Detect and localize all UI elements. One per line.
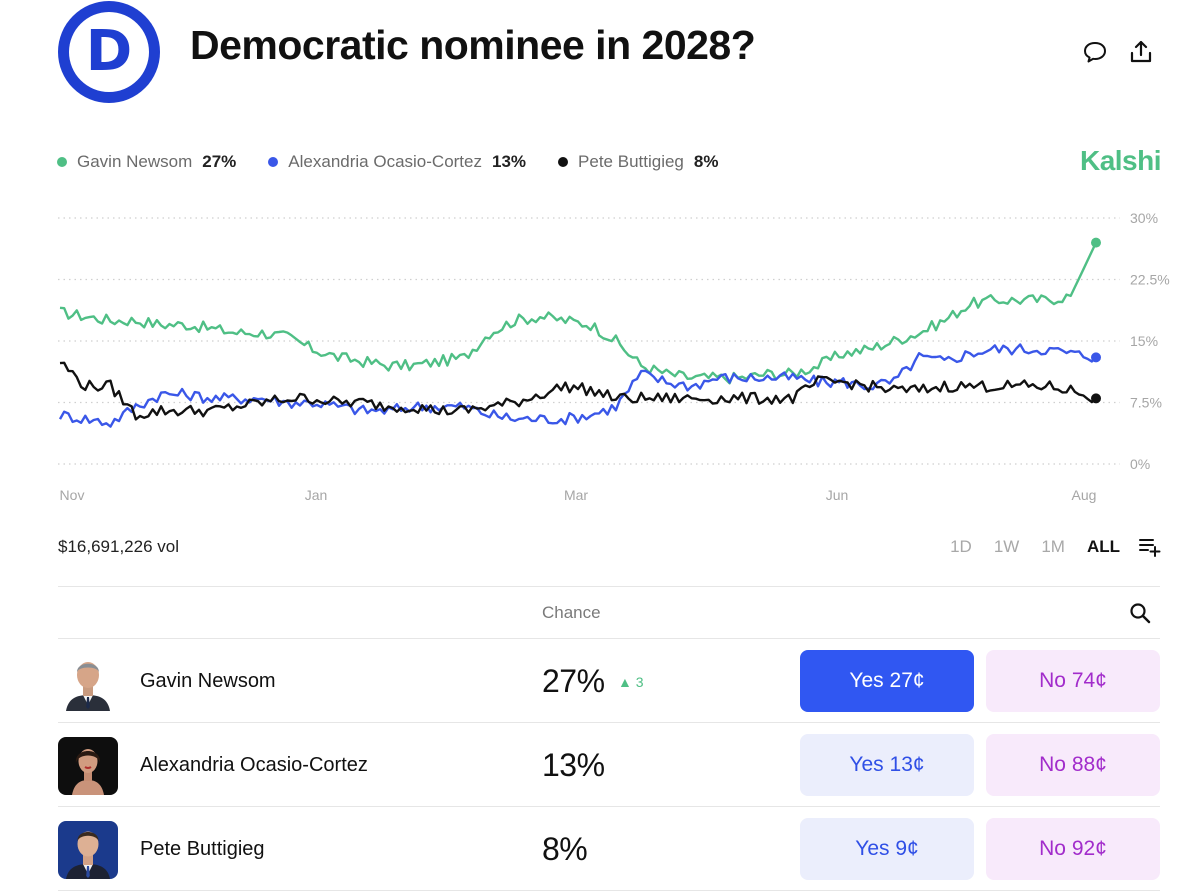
range-tab-1w[interactable]: 1W [993,537,1020,556]
series-end-point-3 [1091,393,1101,404]
divider [58,722,1160,723]
playlist-add-icon[interactable] [1138,535,1162,559]
buy-yes-button[interactable]: Yes 13¢ [800,734,974,796]
avatar [58,653,118,711]
avatar [58,737,118,795]
x-tick-label: Jun [826,487,849,503]
x-tick-label: Mar [564,487,588,503]
series-line-1 [59,242,1098,385]
y-tick-label: 30% [1130,210,1158,226]
series-line-3 [59,361,1097,421]
party-logo: D [58,1,160,103]
buy-no-button[interactable]: No 88¢ [986,734,1160,796]
chance-value: 8% [542,831,588,867]
legend-dot [57,157,67,167]
candidate-name: Alexandria Ocasio-Cortez [140,754,368,776]
brand-logo: Kalshi [1079,145,1162,176]
legend-name: Alexandria Ocasio-Cortez [288,152,482,171]
legend-name: Gavin Newsom [77,152,193,171]
legend-value: 8% [693,152,719,171]
candidate-name: Gavin Newsom [140,670,276,692]
range-tab-1m[interactable]: 1M [1041,537,1065,556]
search-icon[interactable] [1128,601,1152,625]
logo-ring: D [69,12,149,92]
table-row[interactable]: Alexandria Ocasio-Cortez 13% Yes 13¢ No … [58,723,1160,807]
chance-change: ▲ 3 [618,674,644,690]
comment-icon[interactable] [1081,38,1109,66]
avatar [58,821,118,879]
table-row[interactable]: Gavin Newsom 27% ▲ 3 Yes 27¢ No 74¢ [58,639,1160,723]
trend-up-icon: ▲ [618,674,632,690]
range-tabs: 1D 1W 1M ALL [928,537,1120,557]
y-tick-label: 15% [1130,333,1158,349]
legend-item-newsom[interactable]: Gavin Newsom 27% [57,152,236,172]
divider [58,586,1160,587]
logo-letter: D [85,19,133,84]
divider [58,638,1160,639]
legend-value: 27% [202,152,237,171]
legend-item-buttigieg[interactable]: Pete Buttigieg 8% [558,152,718,172]
series-end-point-2 [1091,352,1101,363]
y-tick-label: 22.5% [1130,272,1170,288]
chance-column-header: Chance [542,603,601,622]
volume-label: $16,691,226 vol [58,537,179,556]
change-value: 3 [635,674,644,690]
series-line-2 [58,343,1097,428]
legend-name: Pete Buttigieg [578,152,684,171]
range-tab-all[interactable]: ALL [1086,537,1120,556]
buy-no-button[interactable]: No 92¢ [986,818,1160,880]
chance-value: 13% [542,747,605,783]
legend-dot [268,157,279,167]
buy-yes-button[interactable]: Yes 9¢ [800,818,974,880]
legend-value: 13% [492,152,527,171]
y-tick-label: 7.5% [1130,395,1162,411]
x-tick-label: Nov [60,487,85,503]
chart-legend: Gavin Newsom 27% Alexandria Ocasio-Corte… [57,150,750,174]
divider [58,806,1160,807]
x-tick-label: Jan [305,487,328,503]
chance-value: 27% [542,663,605,699]
y-tick-label: 0% [1130,456,1150,472]
price-history-chart[interactable]: 30% 22.5% 15% 7.5% 0% Nov Jan Mar Jun Aug [0,200,1200,510]
range-tab-1d[interactable]: 1D [950,537,972,556]
divider [58,890,1160,891]
share-icon[interactable] [1127,38,1155,66]
page-title: Democratic nominee in 2028? [190,22,756,68]
legend-item-ocasio-cortez[interactable]: Alexandria Ocasio-Cortez 13% [268,152,526,172]
candidate-name: Pete Buttigieg [140,838,265,860]
table-row[interactable]: Pete Buttigieg 8% Yes 9¢ No 92¢ [58,807,1160,891]
x-tick-label: Aug [1072,487,1097,503]
series-end-point-1 [1091,237,1101,248]
buy-no-button[interactable]: No 74¢ [986,650,1160,712]
buy-yes-button[interactable]: Yes 27¢ [800,650,974,712]
legend-dot [558,157,569,167]
